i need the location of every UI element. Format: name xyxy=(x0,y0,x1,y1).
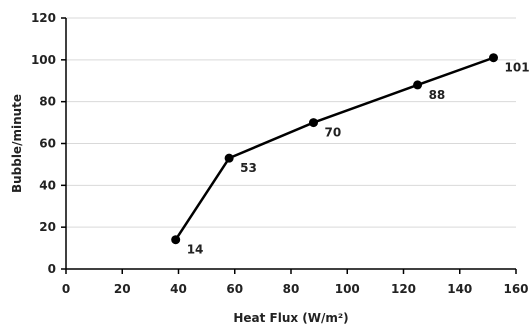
x-tick-label-100: 100 xyxy=(335,282,360,296)
data-series xyxy=(171,53,498,245)
y-tick-label-0: 0 xyxy=(48,262,56,276)
y-tick-label-60: 60 xyxy=(39,137,56,151)
tick-labels: 0 20 40 60 80 100 120 0 20 40 60 80 100 120 140 160 xyxy=(31,11,529,296)
x-tick-label-120: 120 xyxy=(391,282,416,296)
y-tick-label-20: 20 xyxy=(39,220,56,234)
x-tick-label-160: 160 xyxy=(503,282,528,296)
data-label-2: 70 xyxy=(325,126,342,140)
x-tick-label-0: 0 xyxy=(62,282,70,296)
y-tick-label-100: 100 xyxy=(31,53,56,67)
x-axis-title: Heat Flux (W/m²) xyxy=(233,311,348,325)
data-label-0: 14 xyxy=(187,243,204,257)
data-point-2 xyxy=(309,118,318,128)
y-tick-label-120: 120 xyxy=(31,11,56,25)
data-point-1 xyxy=(224,153,234,163)
x-tick-label-40: 40 xyxy=(170,282,187,296)
y-axis-title: Bubble/minute xyxy=(10,94,24,193)
data-label-4: 101 xyxy=(505,61,529,75)
series-line-0 xyxy=(174,56,495,241)
axes xyxy=(61,17,517,274)
y-tick-label-80: 80 xyxy=(39,95,56,109)
x-tick-label-140: 140 xyxy=(447,282,472,296)
grid-lines xyxy=(66,17,516,228)
data-point-3 xyxy=(413,80,423,90)
data-point-0 xyxy=(171,235,181,245)
x-tick-label-20: 20 xyxy=(114,282,131,296)
x-tick-label-60: 60 xyxy=(226,282,243,296)
data-point-4 xyxy=(489,53,498,63)
data-label-1: 53 xyxy=(240,161,257,175)
data-labels: 14 53 70 88 101 xyxy=(187,61,529,257)
x-tick-label-80: 80 xyxy=(283,282,300,296)
y-tick-label-40: 40 xyxy=(39,178,56,192)
data-label-3: 88 xyxy=(429,88,446,102)
